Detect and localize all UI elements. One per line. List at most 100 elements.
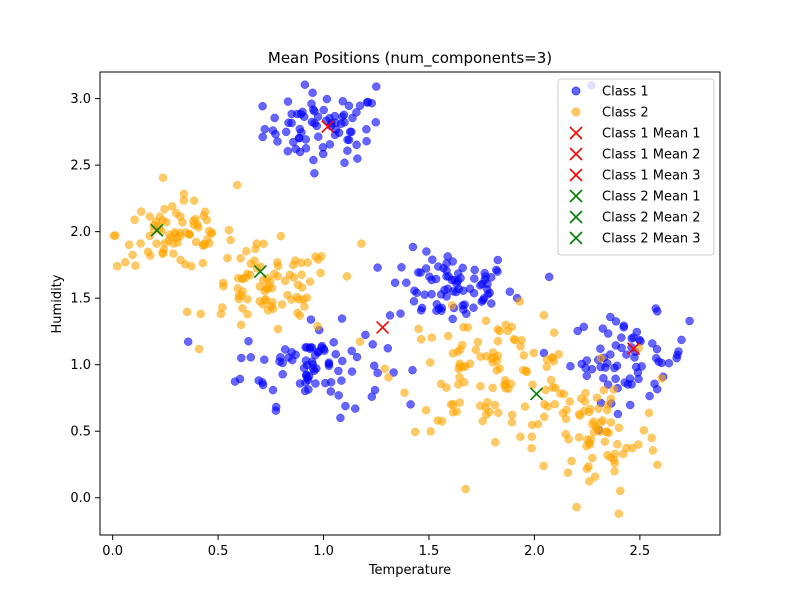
legend: Class 1 Class 2 Class 1 Mean 1 Class 1 Mean… [557, 78, 715, 256]
data-point [585, 404, 595, 414]
data-point [677, 335, 686, 345]
data-point [539, 461, 548, 471]
data-point [151, 217, 161, 227]
data-point [493, 336, 503, 346]
data-point [340, 158, 349, 168]
data-point [561, 429, 570, 439]
data-point [664, 358, 674, 368]
data-point [158, 173, 168, 182]
data-point [183, 337, 193, 346]
data-point [109, 231, 119, 240]
data-point [579, 322, 589, 332]
x-marker-stroke [321, 119, 335, 134]
data-point [301, 135, 311, 144]
legend-label: Class 2 [602, 106, 649, 121]
data-point [340, 118, 349, 127]
data-point [542, 362, 551, 372]
mean-marker-class-1-mean-1 [321, 119, 335, 134]
data-point [465, 359, 475, 368]
data-point [297, 270, 306, 280]
data-point [574, 433, 584, 442]
data-point [334, 391, 343, 400]
data-point [507, 410, 517, 419]
data-point [448, 349, 458, 358]
data-point [329, 338, 338, 347]
x-tick-label: 2.0 [524, 544, 545, 559]
data-point [314, 132, 323, 141]
data-point [492, 366, 501, 375]
legend-x-marker [569, 147, 583, 161]
data-point [145, 212, 155, 221]
data-point [437, 303, 447, 313]
legend-entry-class-2-mean-2: Class 2 Mean 2 [569, 210, 701, 226]
legend-x-marker [569, 126, 583, 140]
data-point [444, 272, 453, 281]
data-point [226, 235, 235, 245]
data-point [273, 272, 282, 281]
data-point [362, 136, 371, 146]
data-point [270, 113, 279, 123]
data-point [273, 137, 282, 146]
data-point [539, 311, 549, 320]
data-point [310, 169, 319, 178]
y-tick-label: 1.5 [70, 292, 91, 307]
data-point [617, 333, 626, 342]
data-point [421, 264, 431, 273]
data-point [337, 314, 347, 323]
data-point [246, 259, 256, 268]
data-point [507, 322, 517, 332]
data-point [160, 204, 169, 214]
data-point [218, 278, 228, 288]
data-point [258, 132, 267, 142]
axes-frame [99, 71, 721, 536]
data-point [277, 300, 287, 309]
data-point [307, 117, 317, 127]
data-point [280, 345, 290, 354]
legend-x-marker [569, 210, 583, 224]
data-point [326, 387, 336, 396]
data-point [644, 408, 654, 418]
data-point [439, 263, 448, 273]
data-point [454, 364, 463, 374]
legend-box [557, 78, 715, 256]
data-point [549, 328, 559, 337]
x-tick-label: 1.0 [313, 544, 334, 559]
data-point [237, 353, 246, 363]
mean-marker-class-1-mean-2 [376, 320, 390, 335]
data-point [313, 112, 323, 121]
data-point [278, 358, 287, 368]
data-point [673, 350, 682, 360]
data-point [309, 105, 318, 114]
data-point [519, 351, 529, 360]
data-point [585, 477, 594, 486]
data-point [458, 340, 467, 350]
data-point [372, 82, 381, 91]
data-point [488, 383, 497, 393]
data-point [409, 297, 419, 306]
data-point [614, 423, 624, 433]
data-point [616, 486, 625, 496]
data-point [194, 344, 204, 354]
data-point [384, 373, 393, 382]
data-point [236, 320, 246, 330]
data-point [124, 240, 134, 250]
data-point [348, 113, 357, 123]
data-point [580, 397, 590, 406]
data-point [252, 239, 262, 248]
plot-area [109, 80, 694, 518]
data-point [182, 307, 192, 317]
data-point [603, 329, 613, 338]
data-point [613, 409, 623, 419]
data-point [585, 440, 595, 449]
data-point [301, 356, 311, 365]
data-point [402, 278, 411, 287]
legend-label: Class 1 Mean 1 [602, 127, 701, 142]
data-point [324, 358, 334, 367]
data-point [357, 239, 366, 248]
data-point [319, 105, 328, 115]
legend-label: Class 1 Mean 2 [602, 148, 701, 163]
data-point [300, 386, 310, 396]
data-point [416, 306, 426, 315]
data-point [308, 360, 317, 369]
legend-entry-class-1-mean-3: Class 1 Mean 3 [569, 168, 701, 184]
